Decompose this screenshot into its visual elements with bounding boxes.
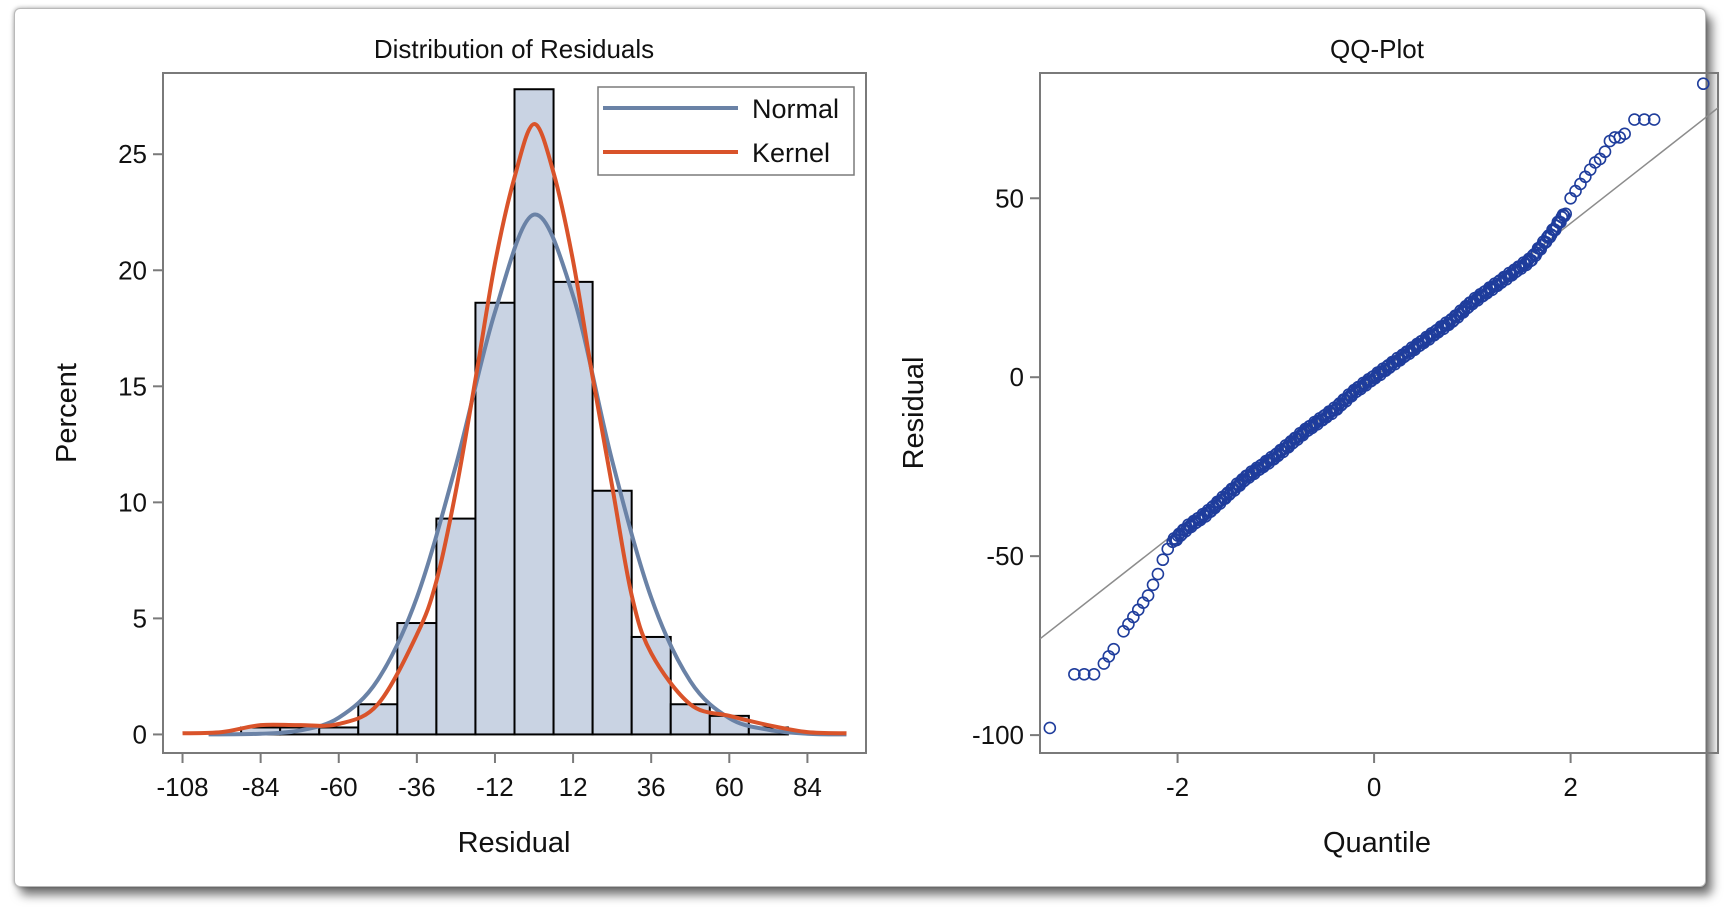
qq-point	[1087, 667, 1101, 681]
qq-point	[1628, 113, 1641, 126]
histogram-bar	[474, 301, 516, 736]
qq-point	[1559, 207, 1572, 221]
histogram-bar	[513, 88, 555, 736]
histogram-bar	[318, 726, 360, 736]
histogram-y-tick-label: 5	[133, 603, 147, 633]
qq-x-axis: -2 0 2	[1166, 753, 1578, 802]
histogram-y-label: Percent	[51, 363, 83, 463]
histogram-bar	[669, 703, 711, 736]
histogram-x-tick-label: -108	[157, 772, 209, 802]
qq-x-label: Quantile	[1323, 827, 1431, 859]
histogram-x-tick-label: 84	[793, 772, 822, 802]
legend-normal-label: Normal	[752, 94, 839, 124]
qq-point	[1107, 642, 1120, 656]
histogram-plot-frame	[162, 72, 867, 754]
histogram-bar	[591, 489, 633, 736]
histogram-x-tick-label: 60	[715, 772, 744, 802]
histogram-x-tick-label: -84	[242, 772, 280, 802]
histogram-x-tick-label: 36	[637, 772, 666, 802]
figure-frame	[14, 8, 1706, 887]
qq-point	[1146, 578, 1160, 592]
histogram-panel: Distribution of Residuals 0 5 10 15 20 25 -10…	[51, 34, 867, 859]
histogram-y-axis: 0 5 10 15 20 25	[118, 139, 163, 749]
qq-point	[1151, 567, 1165, 581]
qq-point	[1068, 667, 1081, 681]
histogram-title: Distribution of Residuals	[374, 34, 654, 64]
qq-y-label: Residual	[898, 357, 930, 470]
histogram-y-tick-label: 0	[133, 719, 147, 749]
qq-points	[1043, 77, 1710, 735]
histogram-bar	[396, 622, 438, 736]
histogram-y-tick-label: 15	[118, 371, 147, 401]
qq-x-tick-label: 0	[1367, 772, 1381, 802]
qq-y-tick-label: 0	[1010, 362, 1024, 392]
histogram-bar	[357, 703, 399, 736]
qq-point	[1161, 542, 1175, 556]
qq-point	[1618, 127, 1631, 141]
histogram-bar	[552, 280, 594, 736]
qq-y-tick-label: -100	[972, 720, 1024, 750]
qq-plot-title: QQ-Plot	[1330, 34, 1425, 64]
histogram-curves	[182, 122, 847, 737]
histogram-bars	[240, 88, 789, 736]
qq-y-axis: -100 -50 0 50	[972, 183, 1040, 750]
qq-y-tick-label: -50	[986, 541, 1024, 571]
qq-plot-panel: QQ-Plot -100 -50 0 50 -2 0 2 Quantile Residua…	[898, 34, 1719, 859]
legend-kernel-label: Kernel	[752, 138, 830, 168]
qq-point	[1141, 589, 1155, 602]
histogram-y-tick-label: 25	[118, 139, 147, 169]
histogram-y-tick-label: 20	[118, 255, 147, 285]
qq-point	[1598, 145, 1612, 159]
histogram-legend: Normal Kernel	[597, 86, 855, 176]
histogram-x-tick-label: -12	[476, 772, 514, 802]
qq-point	[1077, 667, 1091, 681]
qq-x-tick-label: 2	[1563, 772, 1577, 802]
histogram-x-tick-label: -36	[398, 772, 436, 802]
histogram-y-tick-label: 10	[118, 487, 147, 517]
qq-point	[1043, 721, 1057, 735]
qq-point	[1696, 77, 1710, 91]
qq-point	[1647, 113, 1661, 126]
histogram-x-tick-label: 12	[559, 772, 588, 802]
histogram-curve-kernel	[182, 122, 847, 736]
qq-point	[1156, 553, 1170, 567]
qq-x-tick-label: -2	[1166, 772, 1189, 802]
histogram-x-axis: -108 -84 -60 -36 -12 12 36 60 84	[157, 753, 822, 802]
qq-plot-frame	[1039, 72, 1719, 754]
qq-y-tick-label: 50	[995, 183, 1024, 213]
qq-point	[1638, 113, 1651, 126]
histogram-x-tick-label: -60	[320, 772, 358, 802]
legend-box	[597, 86, 855, 176]
histogram-x-label: Residual	[458, 827, 571, 859]
